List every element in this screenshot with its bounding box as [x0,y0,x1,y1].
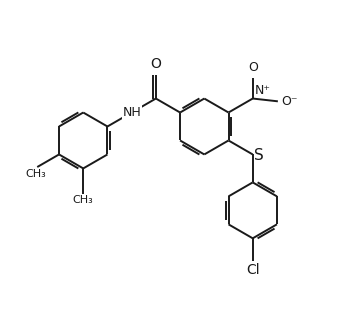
Text: O⁻: O⁻ [282,95,298,108]
Text: N⁺: N⁺ [254,84,270,97]
Text: Cl: Cl [246,263,260,277]
Text: O: O [151,57,161,71]
Text: CH₃: CH₃ [73,195,94,205]
Text: S: S [254,148,264,163]
Text: NH: NH [122,106,141,119]
Text: O: O [248,61,258,74]
Text: CH₃: CH₃ [25,168,46,178]
